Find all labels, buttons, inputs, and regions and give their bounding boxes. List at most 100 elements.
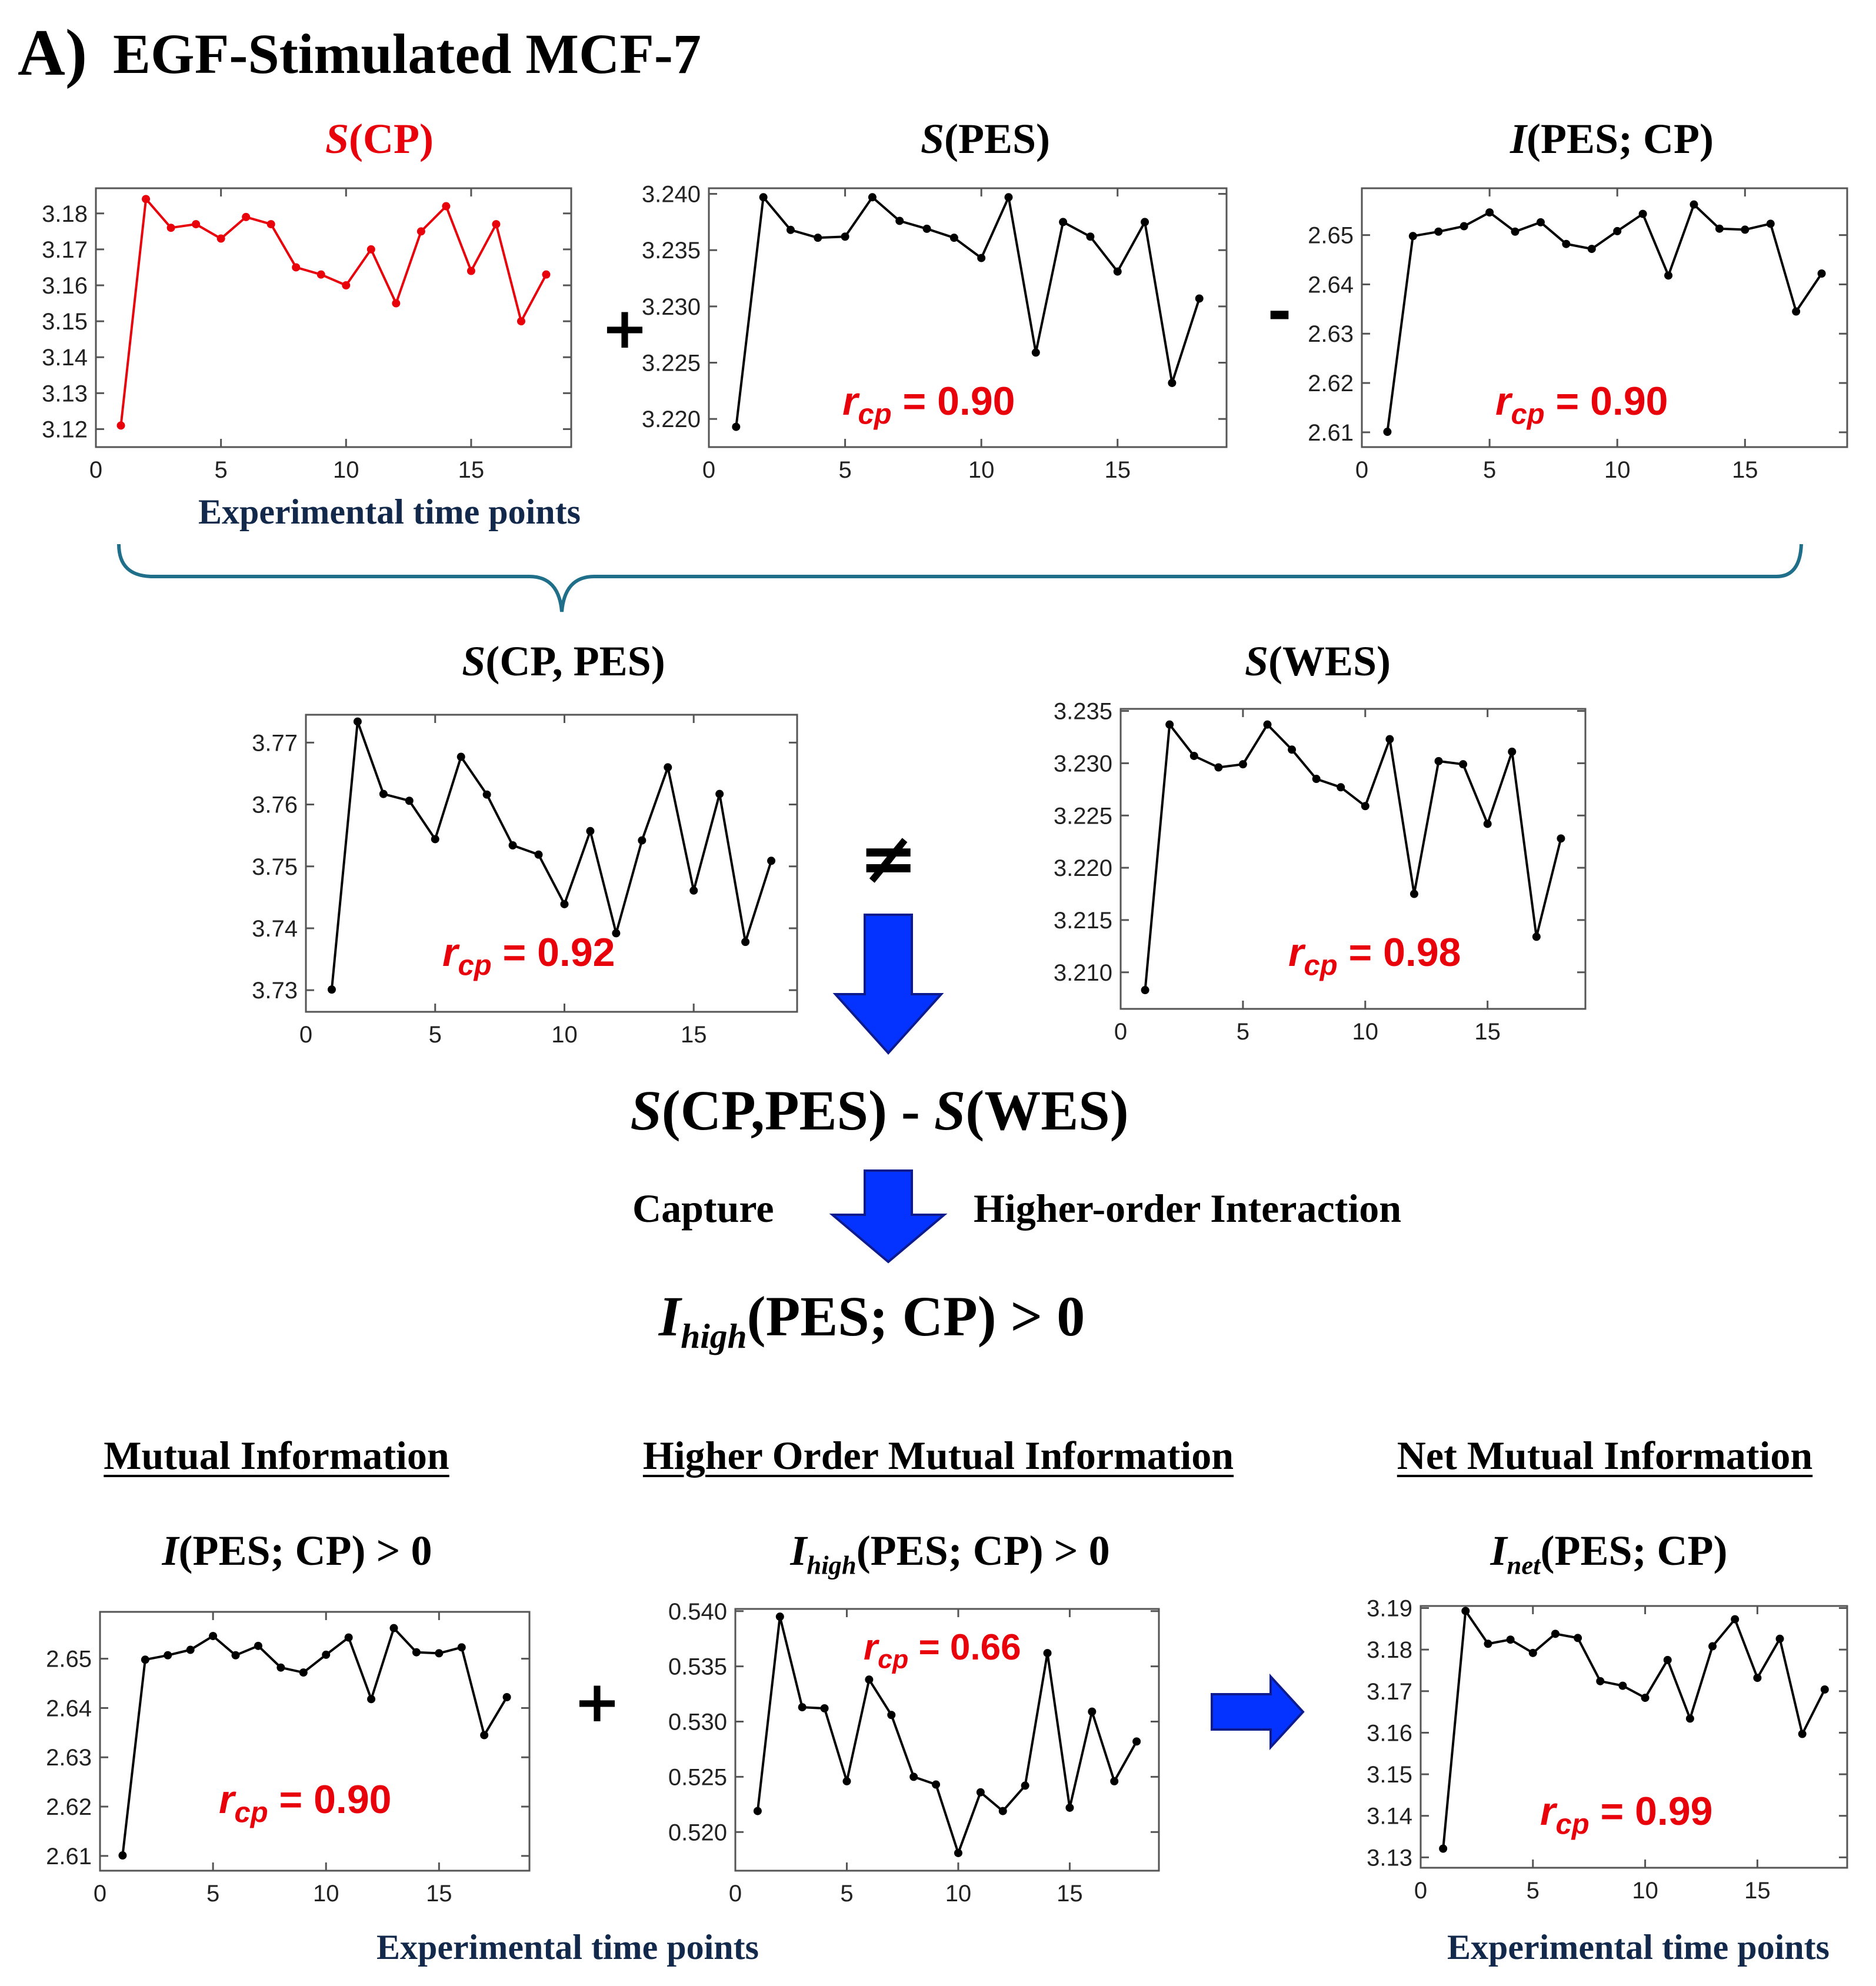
i_pes_cp-xtick-label: 10: [1604, 457, 1631, 483]
mi_bottom-data-point: [412, 1648, 421, 1657]
s_wes-data-point: [1532, 932, 1541, 941]
net_mi-xtick-label: 15: [1744, 1878, 1771, 1904]
mi_bottom-data-point: [118, 1851, 127, 1860]
s_cp-ytick-label: 3.16: [42, 273, 88, 299]
axis-caption-net: Experimental time points: [1447, 1928, 1830, 1967]
s_cp_pes-xtick-label: 10: [551, 1022, 578, 1048]
s_cp-data-point: [242, 212, 251, 221]
net_mi-ytick-label: 3.18: [1367, 1637, 1412, 1663]
s_wes-xtick-label: 15: [1474, 1019, 1501, 1045]
s_pes-xtick-label: 15: [1104, 457, 1131, 483]
s_cp_pes-ytick-label: 3.76: [252, 792, 298, 818]
s_pes-xtick-label: 5: [838, 457, 851, 483]
i_pes_cp-data-point: [1562, 239, 1571, 248]
net_mi-data-point: [1798, 1730, 1807, 1738]
i_pes_cp-ytick-label: 2.62: [1308, 371, 1354, 396]
net_mi-data-point: [1731, 1615, 1740, 1624]
mi_bottom-data-point: [276, 1663, 285, 1672]
s_cp-data-point: [466, 266, 475, 275]
s_cp-plot-frame: [95, 187, 572, 448]
i_pes_cp-data-point: [1792, 307, 1801, 316]
s_wes-data-point: [1263, 720, 1272, 729]
net_mi-data-point: [1641, 1694, 1650, 1702]
s_wes-ytick-label: 3.220: [1054, 855, 1112, 881]
high_mi-data-point: [820, 1704, 829, 1712]
title-s-cp: S(CP): [325, 115, 434, 162]
i_pes_cp-data-point: [1664, 271, 1673, 280]
net_mi-data-point: [1528, 1648, 1537, 1657]
net_mi-data-point: [1775, 1634, 1784, 1643]
s_cp_pes-xtick-label: 0: [299, 1022, 312, 1048]
s_pes-data-point: [841, 232, 849, 241]
capture-label: Capture: [632, 1186, 774, 1231]
high_mi-data-point: [775, 1612, 784, 1621]
s_wes-ytick-label: 3.235: [1054, 699, 1112, 725]
high_mi-data-point: [932, 1780, 941, 1789]
i_pes_cp-data-point: [1511, 227, 1520, 236]
title-i-pes-cp: I(PES; CP): [1510, 115, 1714, 162]
minus-operator: -: [1267, 277, 1292, 346]
i_pes_cp-data-point: [1690, 200, 1698, 209]
s_cp_pes-data-point: [353, 717, 362, 726]
high_mi-data-point: [909, 1772, 918, 1781]
high_mi-data-point: [1132, 1737, 1141, 1746]
net_mi-plot-frame: [1420, 1605, 1848, 1869]
net_mi-data-point: [1484, 1640, 1492, 1648]
s_pes-xtick-label: 10: [968, 457, 995, 483]
s_wes-data-point: [1189, 751, 1198, 760]
net_mi-data-point: [1820, 1685, 1829, 1694]
s_wes-data-point: [1165, 720, 1174, 729]
s_cp_pes-xtick-label: 5: [429, 1022, 442, 1048]
s_cp-data-point: [142, 195, 151, 204]
s_cp-ytick-label: 3.18: [42, 201, 88, 227]
high_mi-data-point: [954, 1848, 962, 1857]
net_mi-data-point: [1439, 1844, 1448, 1853]
s_pes-ytick-label: 3.240: [642, 182, 701, 208]
s_pes-xtick-label: 0: [702, 457, 715, 483]
s_cp_pes-plot-frame: [305, 714, 798, 1013]
s_wes-data-point: [1141, 986, 1149, 995]
s_cp-ytick-label: 3.14: [42, 345, 88, 371]
high_mi-ytick-label: 0.520: [668, 1820, 727, 1845]
high_mi-ytick-label: 0.525: [668, 1764, 727, 1790]
s_wes-data-point: [1214, 763, 1223, 772]
high_mi-ytick-label: 0.540: [668, 1599, 727, 1625]
net_mi-data-point: [1618, 1681, 1627, 1690]
s_cp-data-point: [342, 281, 351, 289]
s_cp_pes-data-point: [327, 985, 336, 994]
mi_bottom-data-point: [435, 1649, 444, 1658]
high_mi-ytick-label: 0.535: [668, 1654, 727, 1680]
s_wes-data-point: [1557, 834, 1565, 843]
high_mi-data-point: [842, 1777, 851, 1785]
high_mi-xtick-label: 5: [840, 1881, 853, 1907]
s_pes-data-point: [732, 422, 741, 431]
s_pes-data-point: [1059, 218, 1068, 226]
mi_bottom-ytick-label: 2.65: [46, 1647, 92, 1672]
rcp-label-s-wes: rcp = 0.98: [1288, 930, 1461, 982]
s_pes-data-point: [1031, 348, 1040, 357]
net_mi-ytick-label: 3.13: [1367, 1845, 1412, 1871]
high_mi-data-point: [753, 1807, 762, 1815]
s_cp-xtick-label: 5: [215, 457, 228, 483]
s_cp_pes-xtick-label: 15: [681, 1022, 707, 1048]
high_mi-data-point: [1088, 1707, 1097, 1716]
rcp-label-mi: rcp = 0.90: [219, 1777, 392, 1829]
title-s-pes: S(PES): [920, 115, 1051, 162]
s_cp-data-point: [442, 202, 451, 211]
rcp-label-s-pes: rcp = 0.90: [842, 379, 1015, 431]
net_mi-data-point: [1551, 1630, 1560, 1638]
s_cp-data-point: [416, 227, 425, 236]
s_wes-ytick-label: 3.215: [1054, 908, 1112, 934]
s_wes-data-point: [1288, 745, 1297, 754]
i_pes_cp-ytick-label: 2.65: [1308, 223, 1354, 249]
s_cp_pes-data-point: [508, 841, 517, 849]
mi_bottom-xtick-label: 5: [206, 1881, 219, 1907]
s_wes-data-point: [1508, 747, 1517, 756]
s_pes-ytick-label: 3.220: [642, 406, 701, 432]
s_pes-data-point: [1168, 378, 1177, 387]
s_cp_pes-data-point: [612, 929, 621, 938]
s_wes-ytick-label: 3.230: [1054, 751, 1112, 777]
s_cp-ytick-label: 3.13: [42, 381, 88, 406]
high_mi-ytick-label: 0.530: [668, 1710, 727, 1735]
s_wes-data-point: [1434, 757, 1443, 765]
